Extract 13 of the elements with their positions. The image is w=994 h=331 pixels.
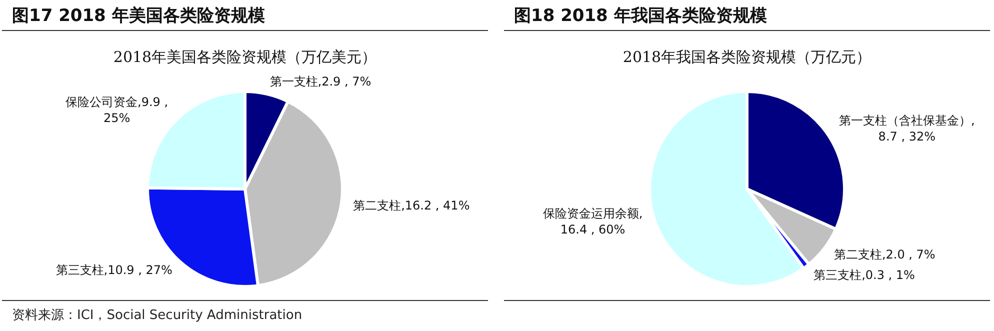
slice-label: 保险公司资金,9.9 , 25% bbox=[66, 95, 168, 126]
slice-label: 保险资金运用余额, 16.4 , 60% bbox=[542, 206, 643, 236]
slice-label: 第二支柱,2.0 , 7% bbox=[834, 248, 936, 262]
text: 资料来源：ICI，Social Security Administration bbox=[12, 307, 302, 324]
slice-label: 第二支柱,16.2 , 41% bbox=[353, 198, 470, 213]
slice-label: 第三支柱,10.9 , 27% bbox=[56, 263, 172, 278]
slice-label: 第一支柱（含社保基金）, 8.7 , 32% bbox=[838, 114, 975, 144]
chart-title: 图17 2018 年美国各类险资规模 bbox=[12, 5, 265, 27]
chart-title: 图18 2018 年我国各类险资规模 bbox=[514, 5, 767, 27]
slice-label: 第一支柱,2.9 , 7% bbox=[270, 74, 372, 88]
chart-subtitle: 2018年我国各类险资规模（万亿元） bbox=[622, 48, 872, 67]
chart-subtitle: 2018年美国各类险资规模（万亿美元） bbox=[112, 48, 378, 67]
slice-label: 第三支柱,0.3 , 1% bbox=[814, 268, 915, 282]
